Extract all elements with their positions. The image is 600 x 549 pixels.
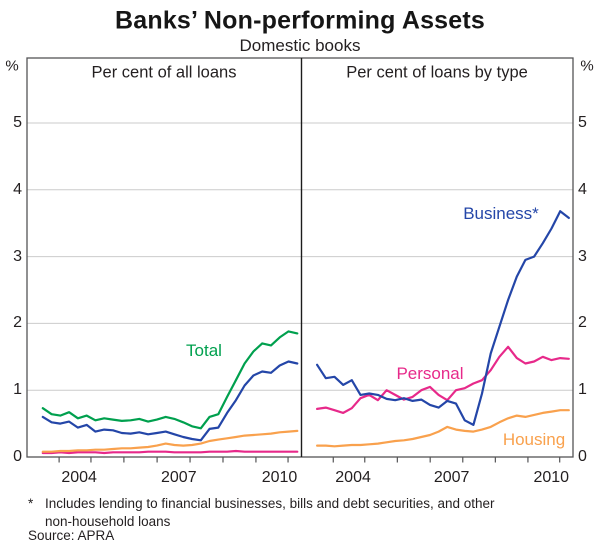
y-tick-label-right: 5 (578, 114, 587, 131)
y-axis-unit-right: % (580, 57, 594, 75)
series-line-unlabelled-orange (41, 429, 299, 453)
series-line-business (316, 210, 570, 426)
y-tick-label-right: 2 (578, 314, 587, 332)
series-line-unlabelled-blue (41, 360, 299, 442)
footnote: * Includes lending to financial business… (28, 495, 495, 531)
y-tick-label-left: 2 (13, 314, 22, 332)
left-panel-header: Per cent of all loans (91, 63, 237, 82)
series-line-total (41, 330, 299, 430)
y-tick-label-left: 5 (13, 114, 22, 131)
y-tick-label-left: 4 (13, 180, 22, 198)
x-tick-label: 2004 (335, 469, 371, 486)
plot-frame (26, 57, 574, 458)
y-tick-label-right: 4 (578, 180, 587, 198)
right-panel-header: Per cent of loans by type (346, 63, 528, 82)
x-tick-label: 2007 (161, 469, 197, 486)
series-label-business: Business* (463, 204, 539, 223)
y-tick-label-right: 3 (578, 247, 587, 265)
x-tick-label: 2007 (433, 469, 470, 486)
footnote-line2: non-household loans (45, 514, 171, 529)
footnote-line1: Includes lending to financial businesses… (45, 496, 495, 511)
footnote-asterisk: * (28, 496, 34, 511)
y-tick-label-left: 3 (13, 247, 22, 265)
x-tick-label: 2010 (533, 469, 570, 486)
chart-title: Banks’ Non-performing Assets (114, 6, 486, 35)
series-line-housing (316, 409, 570, 448)
chart-subtitle: Domestic books (239, 36, 361, 55)
source-note: Source: APRA (28, 528, 115, 543)
series-label-personal: Personal (396, 364, 464, 383)
y-tick-label-right: 1 (578, 381, 587, 399)
series-line-unlabelled-pink (41, 449, 299, 455)
y-tick-label-left: 1 (13, 381, 22, 399)
series-label-housing: Housing (502, 430, 566, 449)
series-line-personal (316, 345, 570, 414)
series-label-total: Total (186, 341, 222, 360)
y-tick-label-left: 0 (13, 448, 22, 465)
y-axis-unit-left: % (5, 57, 19, 75)
x-tick-label: 2004 (61, 469, 97, 486)
y-tick-label-right: 0 (578, 448, 587, 465)
x-tick-label: 2010 (261, 469, 298, 486)
